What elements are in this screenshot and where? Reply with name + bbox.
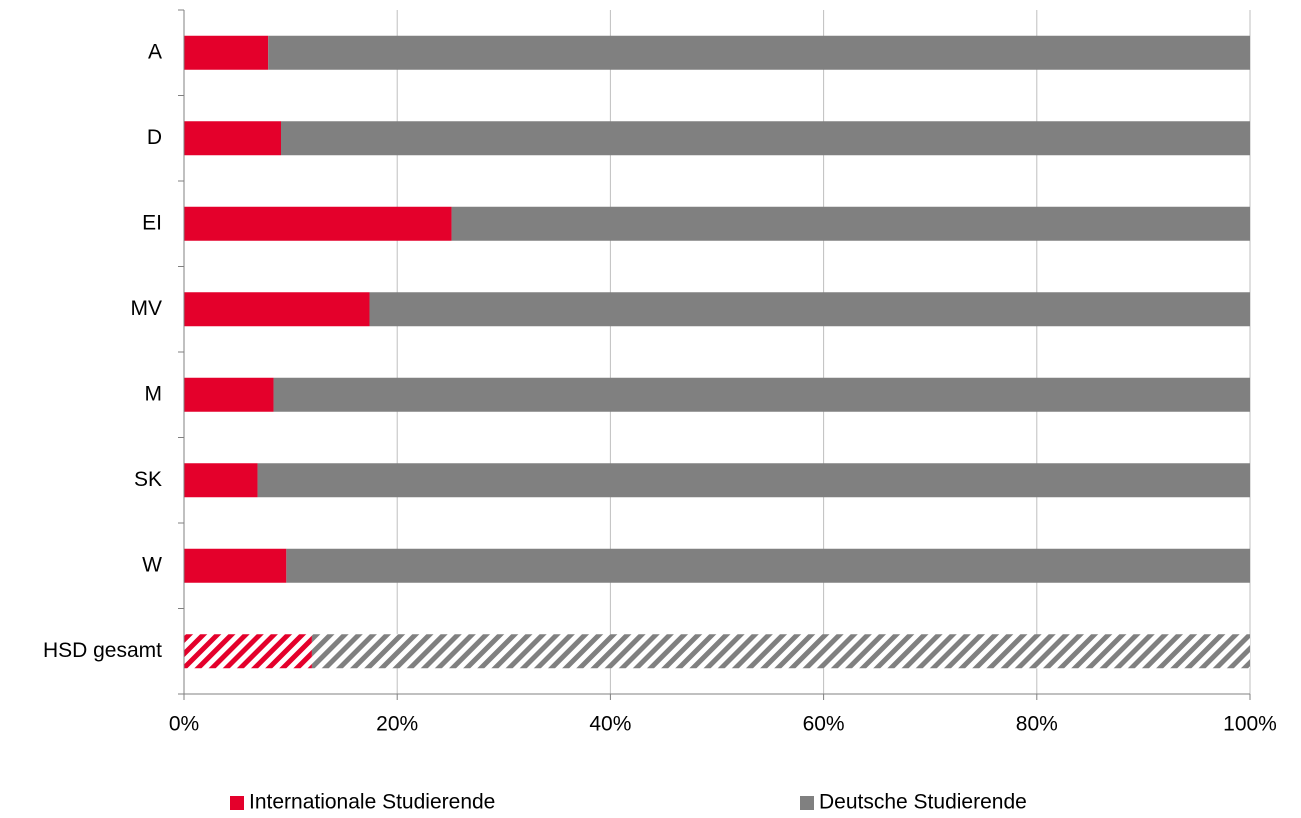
x-tick-label: 40%: [589, 713, 631, 736]
legend-swatch: [800, 796, 814, 810]
x-tick-label: 0%: [169, 713, 199, 736]
bar-segment: [184, 35, 269, 70]
legend-label: Internationale Studierende: [249, 791, 495, 814]
legend-swatch: [230, 796, 244, 810]
y-tick-label: EI: [142, 211, 162, 234]
y-tick-label: MV: [131, 297, 163, 320]
x-tick-label: 100%: [1223, 713, 1277, 736]
y-tick-label: W: [142, 553, 162, 576]
bar-segment: [184, 377, 274, 412]
bar-segment: [184, 121, 282, 156]
bar-segment: [281, 121, 1251, 156]
y-tick-label: A: [148, 40, 162, 63]
legend-label: Deutsche Studierende: [819, 791, 1027, 814]
bar-segment: [286, 548, 1250, 583]
x-tick-label: 80%: [1016, 713, 1058, 736]
bar-segment: [184, 206, 452, 241]
bar-segment: [184, 548, 287, 583]
y-tick-label: HSD gesamt: [43, 639, 162, 662]
y-tick-label: D: [147, 126, 162, 149]
y-tick-label: SK: [134, 468, 162, 491]
bar-segment: [257, 463, 1251, 498]
bar-segment: [451, 206, 1250, 241]
bar-segment: [268, 35, 1250, 70]
bar-segment: [369, 292, 1250, 327]
x-tick-label: 20%: [376, 713, 418, 736]
bar-segment: [273, 377, 1250, 412]
bar-segment: [184, 292, 370, 327]
bar-segment: [184, 634, 312, 669]
y-tick-label: M: [145, 382, 163, 405]
x-tick-label: 60%: [803, 713, 845, 736]
bar-segment: [311, 634, 1250, 669]
bar-segment: [184, 463, 258, 498]
